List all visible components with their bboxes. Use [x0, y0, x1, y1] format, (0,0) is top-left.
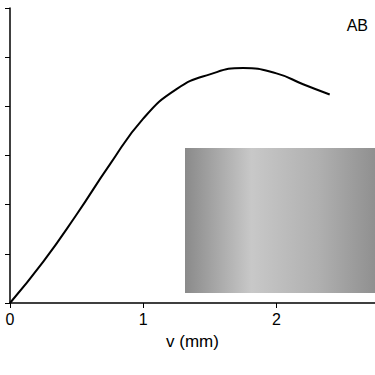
svg-text:2: 2: [272, 311, 281, 328]
svg-text:AB: AB: [347, 17, 368, 34]
svg-text:1: 1: [139, 311, 148, 328]
svg-text:0: 0: [6, 311, 15, 328]
svg-text:v (mm): v (mm): [166, 332, 219, 351]
